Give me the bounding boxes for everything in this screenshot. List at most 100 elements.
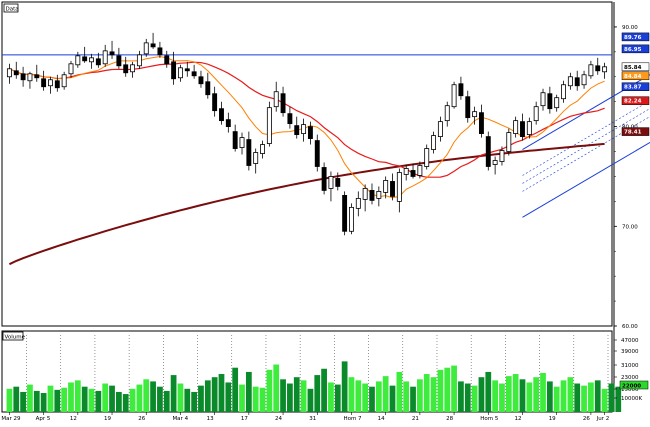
candle-body [451,84,457,108]
candle-body [75,55,81,66]
x-axis-label: 28 [446,416,453,422]
volume-bar [396,371,403,412]
candle-body [177,67,183,79]
candle-body [485,136,491,167]
volume-bar [157,386,163,412]
volume-bar [280,379,286,412]
candle-body [349,206,354,232]
candle-body [342,195,348,232]
volume-bar [410,386,416,412]
volume-bar [150,381,156,412]
candle-body [472,111,478,118]
candle-body [307,126,313,139]
volume-bar [574,383,581,412]
channel-lower-line [522,141,650,218]
volume-bar [136,384,143,412]
volume-bar [239,384,245,412]
candle-body [383,180,389,193]
candle-body [68,63,74,75]
volume-bar [334,384,341,412]
x-axis-label: 26 [138,416,145,422]
candle-body [540,92,546,107]
volume-bar [184,388,191,412]
candle-body [314,140,320,167]
volume-bar [266,369,273,412]
candle-body [184,68,190,72]
candle-body [396,172,402,202]
price-tag-label: 85.84 [624,65,642,71]
volume-bar [170,375,177,412]
x-axis-label: Apr 5 [36,416,51,422]
price-tag-box [621,71,650,81]
candle-body [458,83,464,97]
volume-bar [362,383,369,412]
candle-body [369,190,375,201]
volume-bar [232,367,239,412]
volume-bar [444,367,451,412]
volume-bar [588,382,594,412]
candle-body [390,181,395,197]
candle-body [355,197,361,209]
volume-bar [211,377,218,412]
volume-bar [218,374,225,412]
candle-body [492,160,498,165]
price-tag-box [621,96,650,105]
candle-body [212,93,218,112]
volume-bar [6,388,13,412]
volume-bar [122,394,129,412]
candle-body [136,54,142,67]
volume-bar [389,385,396,412]
price-title-tag-box [3,3,19,13]
moving-average-medium [9,61,605,178]
volume-bar [143,379,150,412]
volume-bar [314,375,321,412]
price-panel-frame [1,1,613,327]
x-axis-label: Hom 5 [480,416,499,422]
x-axis-label: 24 [275,416,282,422]
volume-bar [403,381,410,412]
volume-bar [615,386,622,412]
candle-body [478,112,484,134]
price-tag-box [621,32,650,42]
candle-body [444,105,450,122]
candle-body [130,64,136,73]
candle-body [294,125,300,135]
volume-bar [54,389,61,412]
x-axis-label: Mar 29 [1,416,21,422]
volume-bar [348,377,355,412]
x-axis-label: 12 [70,416,77,422]
candle-body [561,84,566,100]
candle-body [280,93,286,114]
volume-bar [287,383,293,412]
volume-y-tick-label: 15000 [621,387,639,393]
candle-body [403,168,409,175]
volume-bar [478,377,485,412]
candle-body [225,119,231,128]
volume-bar [499,383,505,412]
volume-bar [594,380,601,412]
price-tag-label: 78.41 [624,130,642,136]
price-tag-box [621,44,650,54]
volume-bar [382,376,389,412]
volume-bar [451,365,457,412]
x-axis-label: 14 [378,416,385,422]
candle-body [232,131,238,149]
price-tag-label: 82.24 [624,99,642,105]
volume-bar [519,379,526,412]
volume-bar [33,390,40,412]
volume-y-tick-label: 47000 [621,338,639,344]
candle-body [499,150,505,162]
x-axis-label: 12 [514,416,521,422]
candle-body [116,55,122,67]
volume-bar [20,391,26,412]
candle-body [95,58,101,66]
volume-bar [458,381,464,412]
volume-bar [163,390,170,412]
candle-body [554,97,560,109]
volume-bar [437,369,444,412]
candle-body [520,121,525,137]
candle-body [48,79,53,87]
candle-body [533,106,539,122]
